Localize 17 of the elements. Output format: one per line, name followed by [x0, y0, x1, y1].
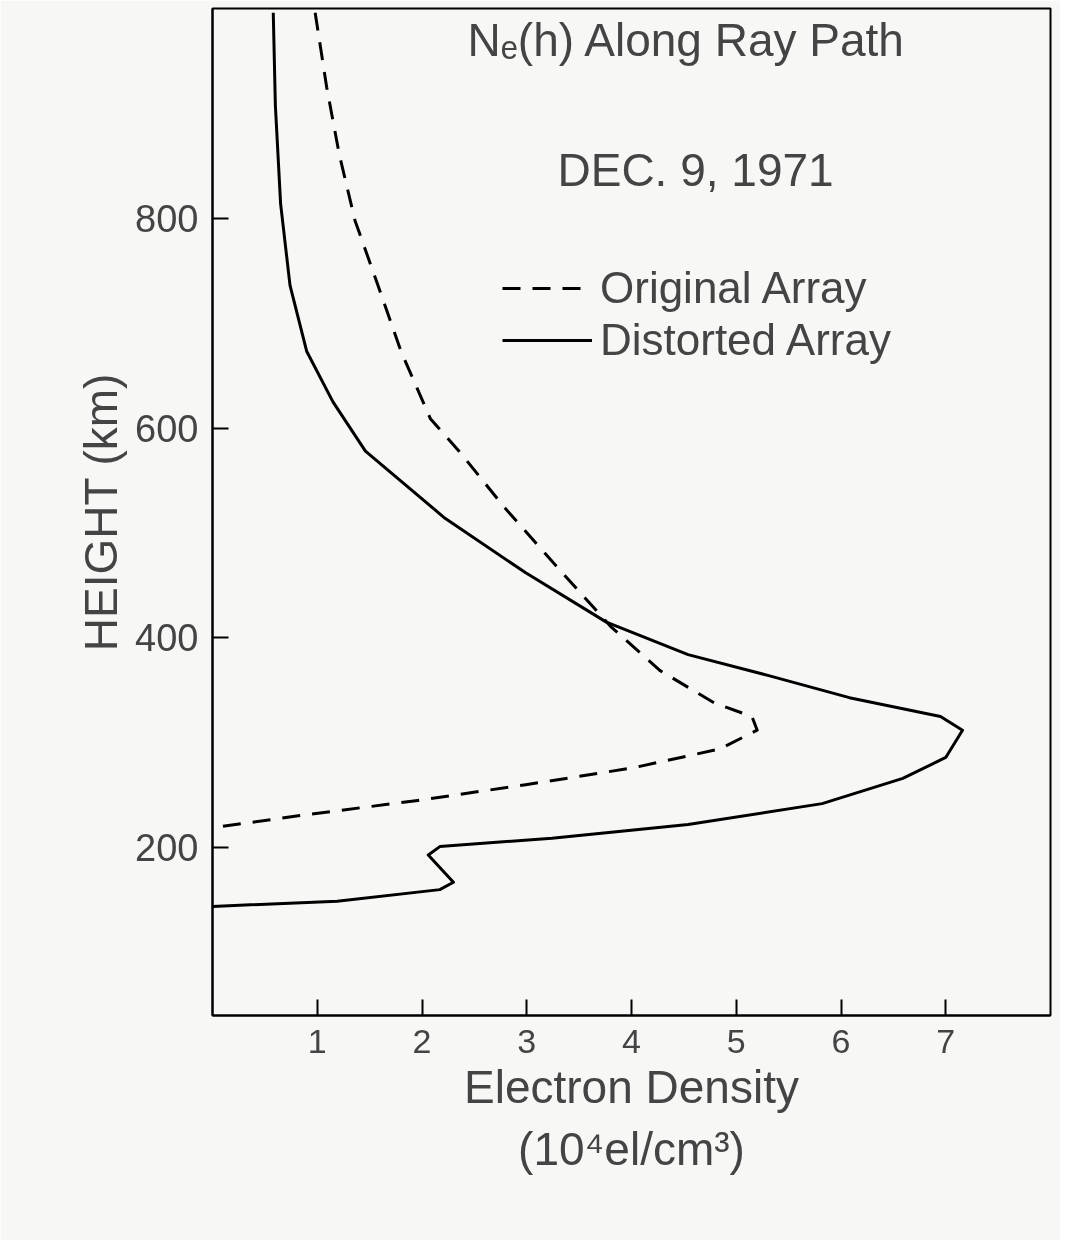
chart-title: Nₑ(h) Along Ray Path — [467, 13, 904, 66]
x-tick-label: 3 — [517, 1021, 537, 1060]
x-tick-label: 4 — [622, 1021, 641, 1060]
x-axis-title: Electron Density (10⁴el/cm³) — [464, 1060, 799, 1175]
annotation: DEC. 9, 1971 — [557, 143, 834, 196]
x-tick-label: 7 — [936, 1021, 956, 1060]
legend-label: Distorted Array — [600, 315, 891, 365]
x-tick-label: 1 — [307, 1021, 327, 1060]
y-tick-label: 200 — [135, 827, 199, 870]
y-tick-label: 400 — [135, 617, 199, 660]
x-tick-label: 6 — [831, 1021, 851, 1060]
legend-label: Original Array — [600, 263, 867, 313]
y-axis-title: HEIGHT (km) — [75, 373, 128, 652]
y-tick-label: 800 — [135, 197, 199, 240]
x-tick-label: 2 — [412, 1021, 432, 1060]
y-tick-label: 600 — [135, 407, 199, 450]
x-tick-label: 5 — [726, 1021, 746, 1060]
